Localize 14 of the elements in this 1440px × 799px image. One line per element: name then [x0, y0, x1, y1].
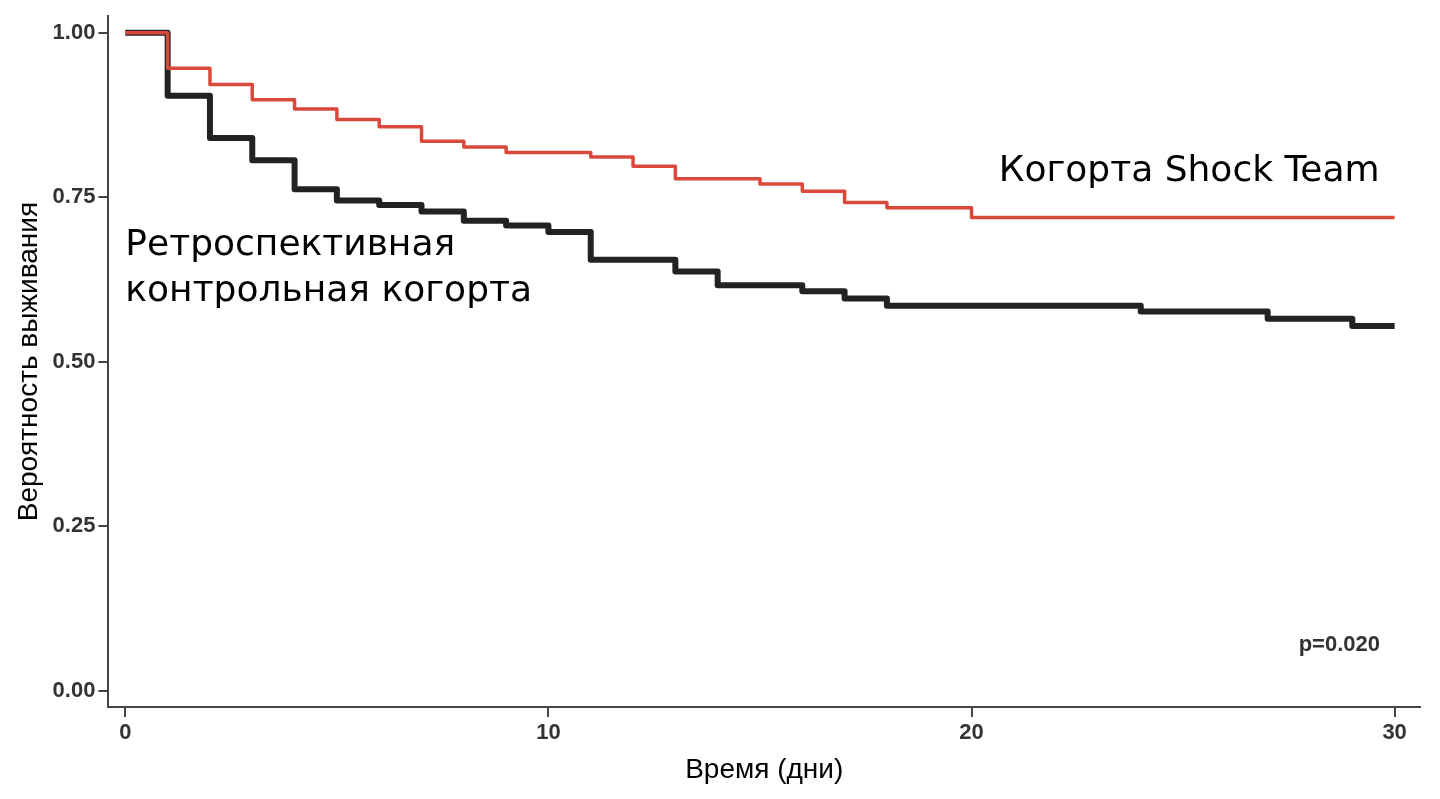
series-label: Когорта Shock Team [998, 147, 1380, 189]
x-tick-label: 10 [536, 719, 561, 745]
x-tick-label: 0 [119, 719, 132, 745]
y-axis-title: Вероятность выживания [11, 201, 43, 522]
annotation: p=0.020 [1298, 631, 1380, 657]
x-axis-title: Время (дни) [685, 752, 844, 784]
series-label: Ретроспективная контрольная когорта [125, 221, 533, 309]
y-tick-label: 0.50 [52, 347, 96, 373]
x-tick-label: 30 [1382, 719, 1407, 745]
y-tick-label: 0.75 [52, 183, 96, 209]
y-tick-label: 1.00 [52, 18, 96, 44]
y-tick-label: 0.25 [52, 512, 96, 538]
x-tick-label: 20 [959, 719, 984, 745]
y-tick-label: 0.00 [52, 676, 96, 702]
